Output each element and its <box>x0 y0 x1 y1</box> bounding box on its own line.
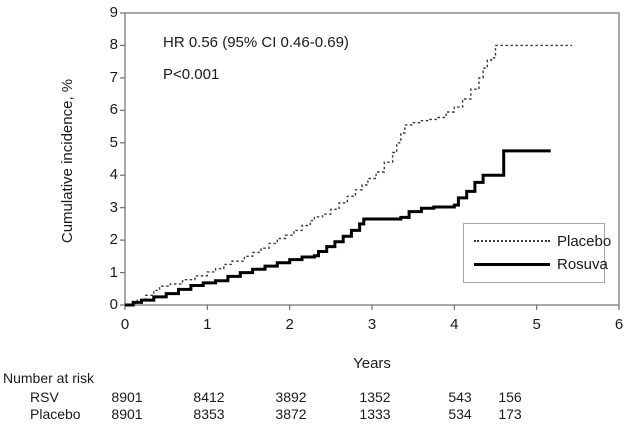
at-risk-value: 8901 <box>111 389 143 405</box>
at-risk-value: 173 <box>498 406 522 422</box>
y-tick-label: 9 <box>109 4 118 21</box>
dashed-line-sample-icon <box>474 240 550 243</box>
x-tick-label: 3 <box>367 316 377 333</box>
at-risk-value: 8412 <box>193 389 225 405</box>
y-tick-label: 0 <box>109 296 118 313</box>
at-risk-value: 1333 <box>359 406 391 422</box>
at-risk-row-label: RSV <box>30 389 59 405</box>
p-value-annotation: P<0.001 <box>163 66 220 83</box>
x-tick-label: 2 <box>285 316 294 333</box>
y-tick-label: 2 <box>109 231 118 249</box>
solid-line-sample-icon <box>474 263 550 267</box>
at-risk-value: 8901 <box>111 406 143 422</box>
y-tick-label: 6 <box>109 101 118 119</box>
x-tick-label: 6 <box>614 316 624 333</box>
number-at-risk-title: Number at risk <box>3 370 95 386</box>
legend-label: Rosuva <box>557 256 608 274</box>
y-axis-title: Cumulative incidence, % <box>59 78 76 244</box>
at-risk-row-placebo: Placebo 8901 8353 3872 1333 534 173 <box>0 406 630 422</box>
at-risk-value: 8353 <box>193 406 225 422</box>
at-risk-value: 1352 <box>359 389 391 405</box>
y-tick-label: 1 <box>109 263 118 281</box>
x-axis-title: Years <box>353 355 391 372</box>
at-risk-value: 534 <box>448 406 472 422</box>
legend-entry-rosuva: Rosuva <box>474 256 608 273</box>
at-risk-value: 3892 <box>275 389 307 405</box>
at-risk-row-label: Placebo <box>30 406 81 422</box>
hazard-ratio-annotation: HR 0.56 (95% CI 0.46-0.69) <box>163 34 349 51</box>
legend: Placebo Rosuva <box>463 223 611 283</box>
x-tick-label: 5 <box>532 316 541 333</box>
y-tick-label: 3 <box>109 198 118 216</box>
y-tick-label: 8 <box>109 36 118 54</box>
y-tick-label: 5 <box>109 133 118 151</box>
y-tick-label: 7 <box>109 68 118 86</box>
at-risk-value: 3872 <box>275 406 307 422</box>
curve-rosuva <box>125 149 551 307</box>
at-risk-value: 543 <box>448 389 472 405</box>
curve-placebo <box>125 44 573 306</box>
legend-entry-placebo: Placebo <box>474 233 611 250</box>
legend-label: Placebo <box>557 232 612 250</box>
at-risk-row-rsv: RSV 8901 8412 3892 1352 543 156 <box>0 389 630 405</box>
at-risk-value: 156 <box>498 389 522 405</box>
x-tick-label: 0 <box>120 316 130 333</box>
y-tick-label: 4 <box>109 166 118 184</box>
x-tick-label: 1 <box>203 316 212 333</box>
x-tick-label: 4 <box>450 316 459 333</box>
